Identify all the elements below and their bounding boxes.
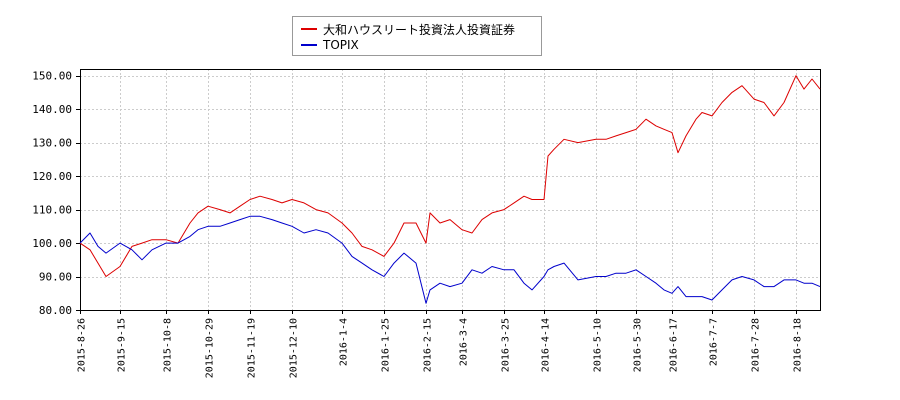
x-tick-label: 2015-12-10 <box>289 318 300 378</box>
series-line-1 <box>79 75 821 277</box>
x-tick-label: 2016-5-30 <box>633 318 644 372</box>
x-tick-label: 2015-9-15 <box>117 318 128 372</box>
legend-swatch-series-2 <box>301 44 317 46</box>
legend-item-series-2: TOPIX <box>301 37 359 53</box>
x-tick-label: 2016-1-25 <box>381 318 392 372</box>
x-tick-label: 2016-6-17 <box>669 318 680 372</box>
x-tick-label: 2015-8-26 <box>77 318 88 372</box>
y-tick-label: 120.00 <box>32 170 72 183</box>
x-tick-label: 2016-7-7 <box>709 318 720 366</box>
y-tick-label: 140.00 <box>32 103 72 116</box>
legend-item-series-1: 大和ハウスリート投資法人投資証券 <box>301 21 515 37</box>
plot-frame <box>80 69 821 311</box>
x-tick-label: 2016-7-28 <box>751 318 762 372</box>
y-tick-label: 110.00 <box>32 204 72 217</box>
legend-swatch-series-1 <box>301 28 317 30</box>
x-tick-label: 2015-10-8 <box>163 318 174 372</box>
x-tick-label: 2015-10-29 <box>205 318 216 378</box>
x-tick-label: 2016-1-4 <box>339 318 350 366</box>
x-tick-label: 2015-11-19 <box>247 318 258 378</box>
series-line-2 <box>79 215 821 304</box>
x-tick-label: 2016-5-10 <box>593 318 604 372</box>
y-axis: 80.00 90.00 100.00 110.00 120.00 130.00 140.00… <box>32 70 80 317</box>
x-tick-label: 2016-8-18 <box>793 318 804 372</box>
legend: 大和ハウスリート投資法人投資証券 TOPIX <box>292 16 542 56</box>
y-tick-label: 150.00 <box>32 70 72 83</box>
y-tick-label: 90.00 <box>39 271 72 284</box>
x-tick-label: 2016-3-4 <box>459 318 470 366</box>
x-tick-label: 2016-2-15 <box>423 318 434 372</box>
y-tick-label: 80.00 <box>39 304 72 317</box>
y-tick-label: 100.00 <box>32 237 72 250</box>
plot-area <box>80 69 820 310</box>
legend-label-series-1: 大和ハウスリート投資法人投資証券 <box>323 22 516 37</box>
y-tick-label: 130.00 <box>32 137 72 150</box>
x-tick-label: 2016-4-14 <box>541 318 552 372</box>
series-lines <box>79 75 821 304</box>
x-tick-label: 2016-3-25 <box>501 318 512 372</box>
x-axis: 2015-8-26 2015-9-15 2015-10-8 2015-10-29 201… <box>77 310 804 378</box>
grid-lines <box>80 69 820 311</box>
legend-label-series-2: TOPIX <box>323 38 359 52</box>
